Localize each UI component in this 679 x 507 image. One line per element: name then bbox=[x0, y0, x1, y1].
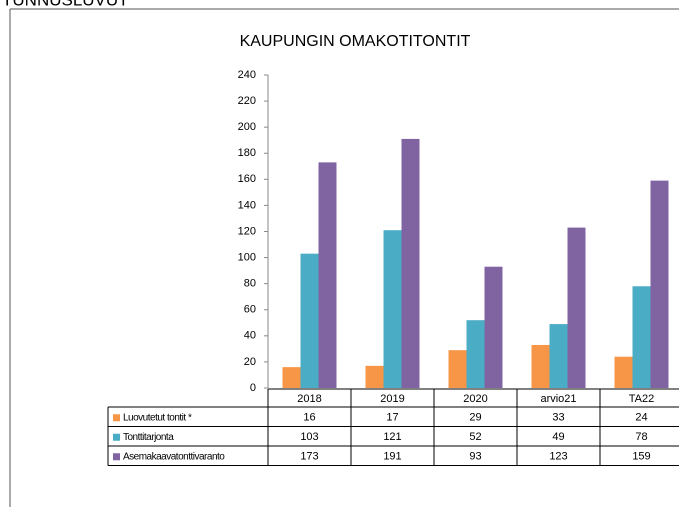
table-value: 16 bbox=[303, 412, 315, 424]
y-tick-label: 180 bbox=[238, 147, 256, 159]
bar bbox=[632, 286, 651, 388]
y-tick-label: 60 bbox=[244, 304, 256, 316]
bar bbox=[282, 367, 301, 388]
bar bbox=[383, 230, 402, 388]
table-value: 24 bbox=[635, 412, 647, 424]
legend-swatch bbox=[113, 414, 120, 422]
bar bbox=[300, 253, 319, 388]
y-tick-label: 240 bbox=[238, 69, 256, 81]
table-value: 159 bbox=[632, 451, 650, 463]
x-tick-label: 2019 bbox=[380, 393, 404, 405]
y-tick-label: 20 bbox=[244, 356, 256, 368]
bar bbox=[318, 162, 337, 388]
bar bbox=[650, 180, 669, 388]
bar bbox=[567, 227, 586, 388]
legend-swatch bbox=[113, 433, 120, 441]
x-tick-label: 2018 bbox=[297, 393, 321, 405]
y-tick-label: 100 bbox=[238, 251, 256, 263]
table-value: 173 bbox=[300, 451, 318, 463]
legend-label: Asemakaavatonttivaranto bbox=[123, 451, 225, 462]
y-tick-label: 140 bbox=[238, 199, 256, 211]
legend-swatch bbox=[113, 453, 120, 461]
table-value: 93 bbox=[469, 451, 481, 463]
table-value: 52 bbox=[469, 431, 481, 443]
x-tick-label: 2020 bbox=[463, 393, 487, 405]
y-tick-label: 200 bbox=[238, 121, 256, 133]
table-value: 191 bbox=[383, 451, 401, 463]
y-tick-label: 40 bbox=[244, 330, 256, 342]
x-tick-label: TA22 bbox=[629, 393, 654, 405]
bar bbox=[614, 356, 633, 388]
chart-title: KAUPUNGIN OMAKOTITONTIT bbox=[240, 33, 471, 50]
bar bbox=[365, 365, 384, 388]
table-value: 78 bbox=[635, 431, 647, 443]
legend-label: Tonttitarjonta bbox=[123, 432, 174, 443]
y-tick-label: 120 bbox=[238, 225, 256, 237]
bar bbox=[448, 350, 467, 388]
bar bbox=[549, 324, 568, 388]
page-heading: TUNNUSLUVUT bbox=[2, 0, 129, 9]
table-value: 123 bbox=[549, 451, 567, 463]
table-value: 121 bbox=[383, 431, 401, 443]
y-tick-label: 220 bbox=[238, 95, 256, 107]
table-value: 29 bbox=[469, 412, 481, 424]
table-value: 49 bbox=[552, 431, 564, 443]
x-tick-label: arvio21 bbox=[540, 393, 576, 405]
legend-label: Luovutetut tontit * bbox=[123, 412, 192, 423]
bar bbox=[466, 320, 485, 388]
y-tick-label: 80 bbox=[244, 278, 256, 290]
bar bbox=[484, 266, 503, 388]
table-value: 103 bbox=[300, 431, 318, 443]
y-tick-label: 0 bbox=[250, 382, 256, 394]
table-value: 33 bbox=[552, 412, 564, 424]
bar bbox=[531, 344, 550, 388]
table-value: 17 bbox=[386, 412, 398, 424]
y-tick-label: 160 bbox=[238, 173, 256, 185]
bar bbox=[401, 138, 420, 388]
